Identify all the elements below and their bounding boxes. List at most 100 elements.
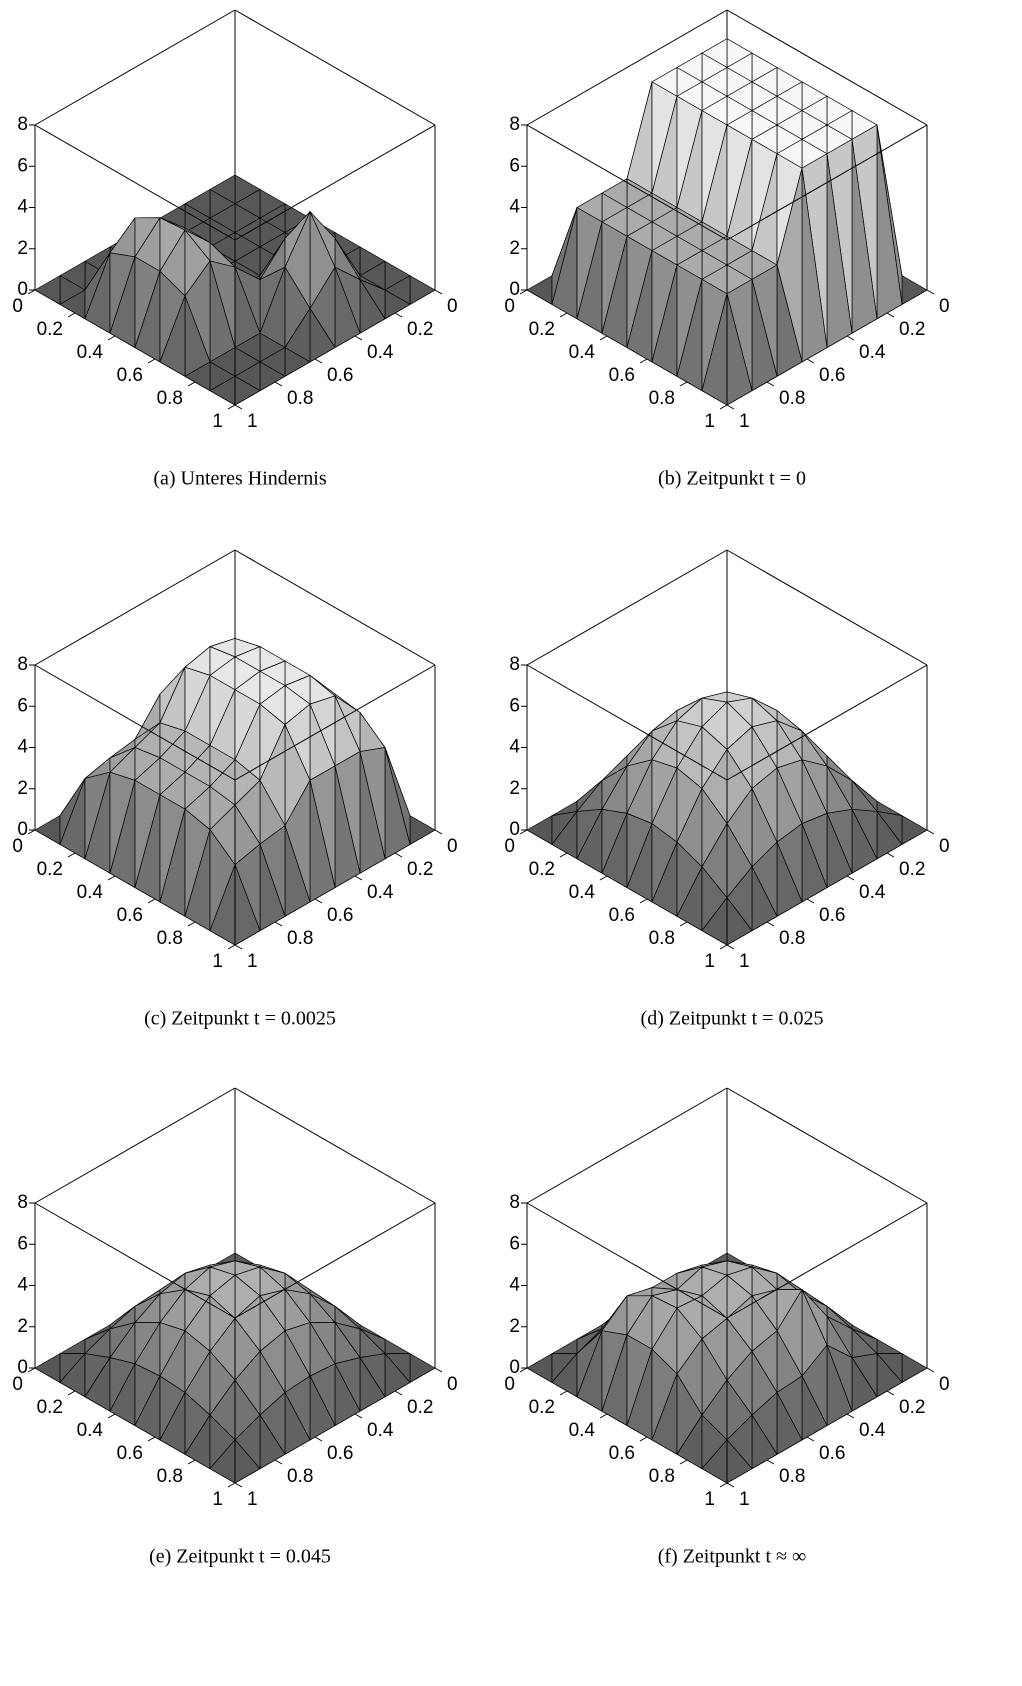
x-tick-label: 0 [12, 296, 23, 317]
x-tick [560, 313, 567, 317]
z-tick-label: 2 [509, 238, 520, 259]
y-tick [395, 313, 402, 317]
x-tick [28, 1368, 35, 1372]
x-tick [228, 945, 235, 949]
box-edge [527, 550, 727, 665]
y-tick-label: 0 [447, 836, 458, 857]
x-tick-label: 0 [504, 836, 515, 857]
y-tick-label: 1 [739, 411, 750, 432]
surface-facet [877, 125, 902, 319]
z-tick-label: 4 [509, 737, 520, 758]
surface-facet [35, 276, 60, 305]
x-tick-label: 0 [12, 836, 23, 857]
y-tick [767, 922, 774, 926]
x-tick [108, 1414, 115, 1418]
y-tick-label: 0.6 [819, 905, 845, 926]
y-tick [275, 382, 282, 386]
z-tick-label: 8 [509, 654, 520, 675]
z-tick-label: 4 [17, 197, 28, 218]
y-tick-label: 0.6 [327, 365, 353, 386]
x-tick-label: 0.8 [157, 928, 183, 949]
y-tick-label: 0.6 [819, 365, 845, 386]
y-tick [235, 1483, 242, 1487]
x-tick [720, 405, 727, 409]
y-tick-label: 0.4 [859, 882, 886, 903]
x-tick-label: 0.6 [609, 1443, 635, 1464]
x-tick [108, 876, 115, 880]
x-tick [68, 853, 75, 857]
y-tick-label: 0 [939, 836, 950, 857]
x-tick-label: 1 [212, 411, 223, 432]
x-tick-label: 0.4 [77, 882, 104, 903]
box-edge [727, 550, 927, 665]
surface-facet [410, 276, 435, 305]
x-tick [560, 1391, 567, 1395]
caption: (e) Zeitpunkt t = 0.045 [149, 1546, 331, 1568]
z-tick-label: 6 [17, 155, 28, 176]
box-edge [235, 125, 435, 240]
y-tick [887, 1391, 894, 1395]
y-tick [727, 405, 734, 409]
z-tick-label: 4 [509, 197, 520, 218]
y-tick [275, 1460, 282, 1464]
x-tick [600, 336, 607, 340]
surface-facet [60, 1339, 85, 1353]
box-edge [727, 1203, 927, 1318]
y-tick-label: 0.8 [779, 388, 805, 409]
surface-facet [627, 82, 652, 193]
z-tick-label: 6 [509, 695, 520, 716]
y-tick-label: 0 [447, 1374, 458, 1395]
y-tick-label: 0.2 [407, 859, 433, 880]
y-tick-label: 0.6 [327, 1443, 353, 1464]
y-tick [355, 1414, 362, 1418]
x-tick-label: 0 [504, 296, 515, 317]
surface-facet [527, 816, 552, 845]
x-tick [68, 1391, 75, 1395]
x-tick [680, 1460, 687, 1464]
surface-facet [552, 1339, 577, 1353]
y-tick [807, 899, 814, 903]
z-tick-label: 6 [509, 155, 520, 176]
y-tick-label: 0.6 [819, 1443, 845, 1464]
surface-facet [35, 816, 60, 845]
surface-facet [385, 1339, 410, 1353]
z-tick-label: 8 [509, 114, 520, 135]
y-tick [395, 853, 402, 857]
y-tick [315, 359, 322, 363]
box-edge [35, 1088, 235, 1203]
y-tick [727, 945, 734, 949]
x-tick-label: 0.8 [649, 1466, 675, 1487]
x-tick [640, 1437, 647, 1441]
y-tick [887, 853, 894, 857]
x-tick-label: 0.2 [529, 1397, 555, 1418]
x-tick [680, 922, 687, 926]
x-tick [640, 899, 647, 903]
x-tick-label: 0.8 [649, 928, 675, 949]
z-tick-label: 6 [509, 1233, 520, 1254]
x-tick-label: 0.2 [37, 859, 63, 880]
surface-facet [602, 1296, 627, 1335]
z-tick-label: 2 [509, 1316, 520, 1337]
x-tick-label: 0.4 [569, 882, 596, 903]
x-tick-label: 0.8 [157, 1466, 183, 1487]
figure: 0 2 4 6 8 0 0.2 0.4 0.6 0.8 1 0 0.2 0.4 0.6 0.8 1 (a) Unt… [0, 0, 1022, 1686]
y-tick-label: 0.2 [407, 1397, 433, 1418]
y-tick [355, 336, 362, 340]
surface-facet [110, 218, 135, 257]
x-tick [228, 1483, 235, 1487]
y-tick-label: 0.4 [859, 342, 886, 363]
x-tick [560, 853, 567, 857]
x-tick [680, 382, 687, 386]
z-tick-label: 2 [509, 778, 520, 799]
x-tick [600, 1414, 607, 1418]
x-tick-label: 0.2 [37, 319, 63, 340]
y-tick [767, 1460, 774, 1464]
x-tick [720, 945, 727, 949]
surface-facet [577, 781, 602, 812]
x-tick [148, 1437, 155, 1441]
box-edge [235, 550, 435, 665]
caption: (a) Unteres Hindernis [153, 468, 326, 490]
caption: (f) Zeitpunkt t ≈ ∞ [658, 1546, 807, 1568]
surface-facet [902, 816, 927, 845]
box-edge [35, 550, 235, 665]
